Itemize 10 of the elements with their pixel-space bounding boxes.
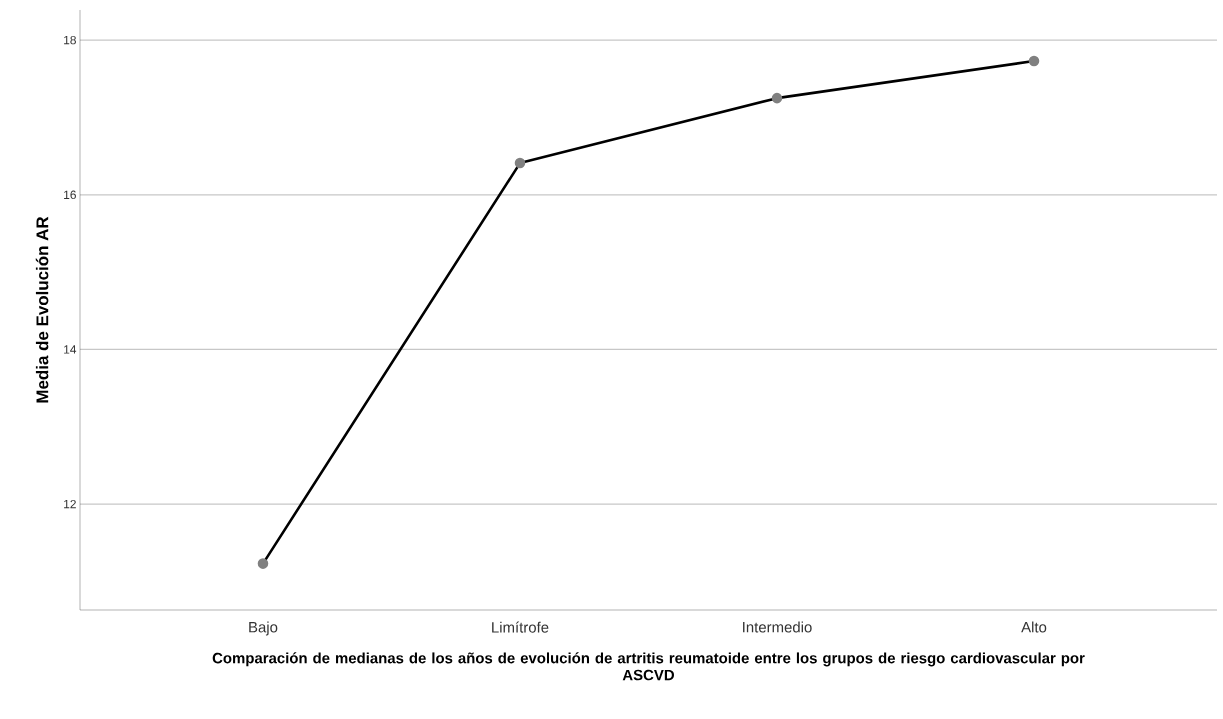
y-tick-label: 14 <box>64 345 77 354</box>
x-tick-label: Alto <box>1021 621 1047 633</box>
y-axis-title: Media de Evolución AR <box>35 216 49 403</box>
x-tick-label: Bajo <box>249 621 278 636</box>
y-tick-label: 16 <box>64 190 76 200</box>
y-tick-label: 12 <box>64 499 76 509</box>
y-tick-label: 18 <box>64 35 76 45</box>
x-axis-title: Comparación de medianas de los años de evolución de artritis reumatoide entre los grupos de riesgo cardiovascular por ASCVD <box>212 652 1085 681</box>
x-tick-label: Limítrofe <box>492 621 549 633</box>
x-tick-label: Intermedio <box>743 621 812 633</box>
